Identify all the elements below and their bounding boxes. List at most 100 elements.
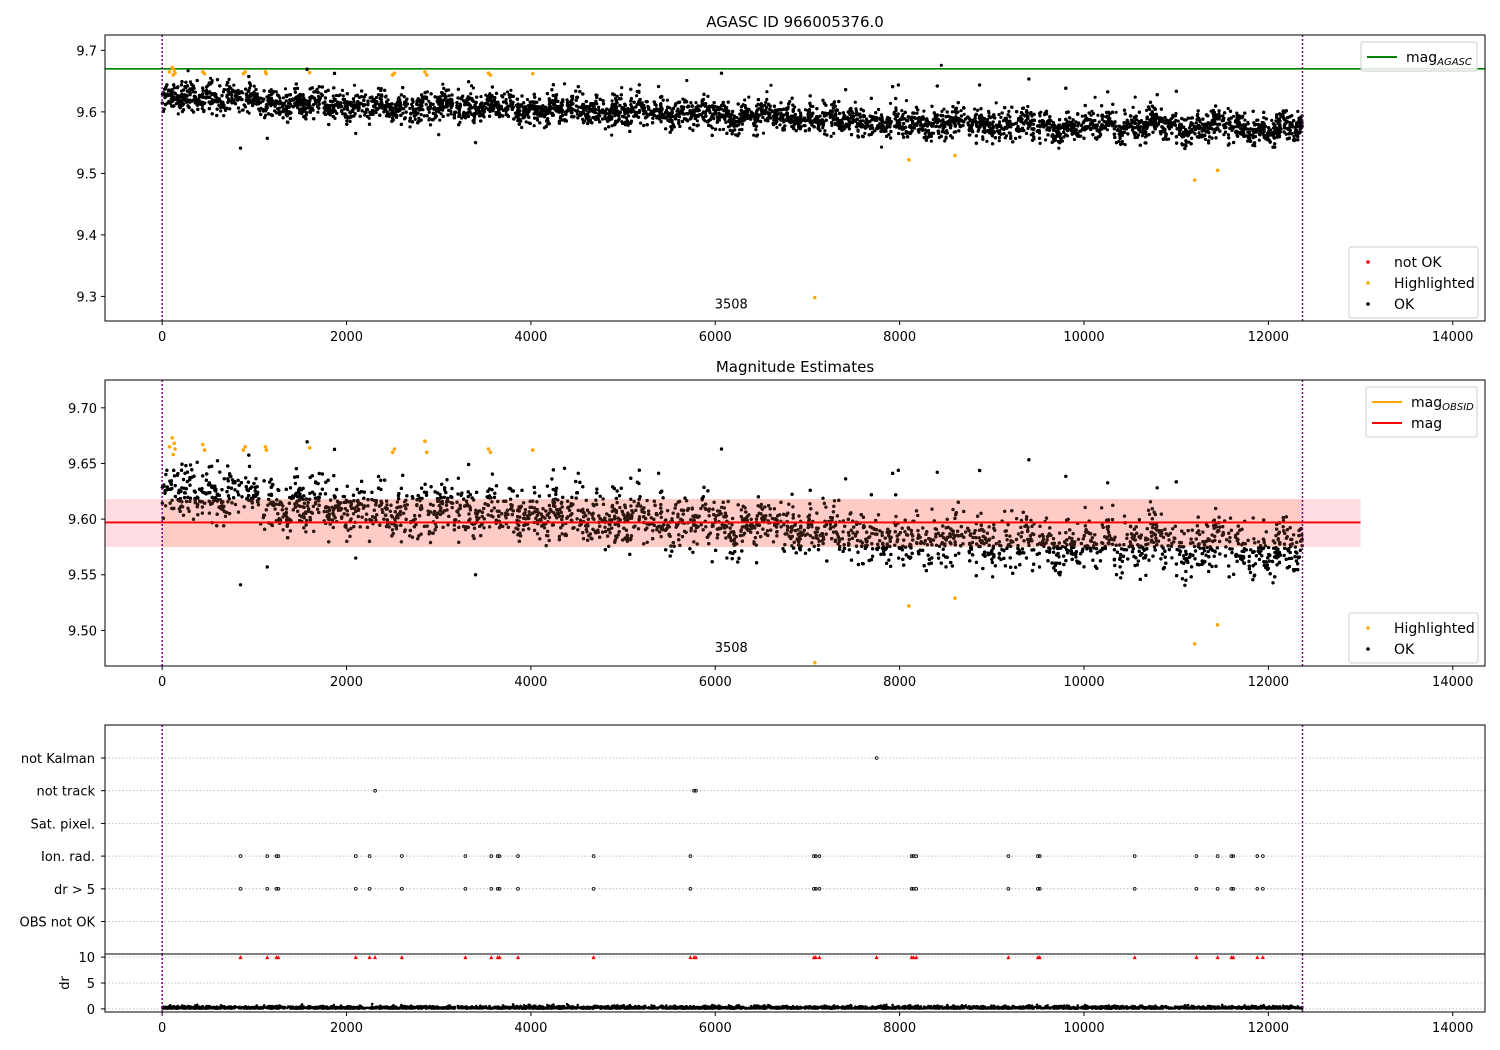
- ok-point: [1080, 114, 1084, 118]
- ok-point: [752, 133, 756, 137]
- ok-point: [888, 101, 893, 105]
- ok-point: [1072, 137, 1076, 142]
- ok-point: [588, 104, 592, 108]
- ok-point: [520, 125, 524, 130]
- ok-point: [260, 97, 265, 101]
- ok-point: [264, 113, 268, 117]
- ok-point: [202, 110, 206, 114]
- ok-point: [594, 107, 598, 112]
- ok-point: [765, 105, 769, 109]
- ok-point: [201, 89, 205, 93]
- ok-point: [769, 83, 773, 87]
- ok-point: [384, 95, 388, 99]
- ok-point: [721, 127, 726, 131]
- ok-point: [1177, 132, 1181, 136]
- ok-point: [1122, 121, 1126, 125]
- ok-point: [284, 99, 288, 103]
- ok-point: [898, 123, 902, 127]
- ok-point: [962, 112, 966, 116]
- ok-point: [803, 124, 807, 128]
- ok-point: [331, 94, 335, 98]
- ok-point: [571, 94, 575, 98]
- ok-point: [620, 86, 624, 90]
- ok-point: [1255, 118, 1259, 122]
- ok-point: [474, 100, 478, 104]
- ok-point: [830, 123, 834, 128]
- ok-point: [509, 88, 513, 92]
- ok-point: [532, 124, 536, 128]
- ok-point: [627, 114, 631, 118]
- ok-point: [1001, 119, 1006, 123]
- ok-point: [1038, 141, 1042, 145]
- ok-point: [998, 120, 1002, 124]
- ok-point: [1096, 113, 1100, 117]
- ok-point: [575, 112, 580, 116]
- ok-point: [209, 76, 213, 80]
- ok-point: [973, 107, 977, 111]
- panel1-title: AGASC ID 966005376.0: [706, 13, 884, 31]
- ok-point: [469, 84, 474, 88]
- ok-point: [341, 94, 345, 98]
- ok-point: [379, 98, 384, 102]
- ok-point: [589, 101, 593, 106]
- ok-point: [879, 113, 884, 117]
- ok-point: [283, 87, 288, 91]
- ok-point: [713, 104, 717, 109]
- ok-point: [471, 86, 475, 90]
- ok-point: [738, 112, 742, 116]
- ok-point: [261, 99, 265, 103]
- ok-point: [743, 98, 747, 102]
- ok-point: [252, 84, 256, 88]
- ok-point: [689, 101, 693, 105]
- ok-point: [504, 97, 508, 102]
- ok-point: [718, 128, 722, 132]
- ok-point: [853, 100, 857, 104]
- ok-point: [940, 109, 944, 113]
- ok-point: [610, 99, 614, 103]
- ok-point: [823, 129, 827, 133]
- ok-point: [1226, 133, 1230, 137]
- ok-point: [227, 77, 231, 81]
- ok-point: [401, 111, 405, 115]
- ok-point: [506, 90, 510, 94]
- ok-point: [1209, 109, 1213, 113]
- ok-point: [449, 112, 453, 116]
- ok-point: [1044, 138, 1048, 142]
- ok-point: [1257, 138, 1261, 142]
- ok-point: [597, 105, 601, 109]
- ok-point: [1089, 113, 1093, 117]
- ok-point: [321, 101, 325, 105]
- ok-point: [854, 107, 858, 111]
- ok-point: [502, 92, 506, 96]
- ok-point: [237, 110, 241, 114]
- ok-point: [1090, 109, 1094, 113]
- ok-point: [408, 106, 412, 110]
- ok-point: [232, 83, 236, 87]
- ok-point: [363, 113, 367, 117]
- ok-point: [191, 90, 195, 94]
- ok-point: [754, 128, 758, 132]
- ok-point: [424, 102, 428, 106]
- ok-point: [665, 98, 670, 102]
- ok-point: [1243, 118, 1247, 122]
- ok-point: [610, 133, 614, 137]
- ok-point: [900, 109, 904, 113]
- ok-point: [761, 131, 766, 135]
- ok-point: [1133, 95, 1137, 99]
- ok-point: [601, 108, 605, 112]
- ok-point: [727, 109, 731, 113]
- ok-point: [441, 82, 445, 86]
- ok-point: [737, 121, 741, 125]
- ok-point: [943, 139, 947, 143]
- ok-point: [861, 119, 865, 123]
- ok-point: [1190, 127, 1194, 131]
- ok-point: [1091, 112, 1096, 116]
- ok-point: [929, 139, 934, 143]
- ok-point: [976, 129, 980, 133]
- ok-point: [1272, 136, 1276, 140]
- ok-point: [775, 125, 779, 129]
- ok-point: [427, 99, 431, 103]
- ok-point: [1197, 131, 1201, 135]
- ok-point: [1051, 140, 1055, 144]
- ok-point: [469, 92, 473, 96]
